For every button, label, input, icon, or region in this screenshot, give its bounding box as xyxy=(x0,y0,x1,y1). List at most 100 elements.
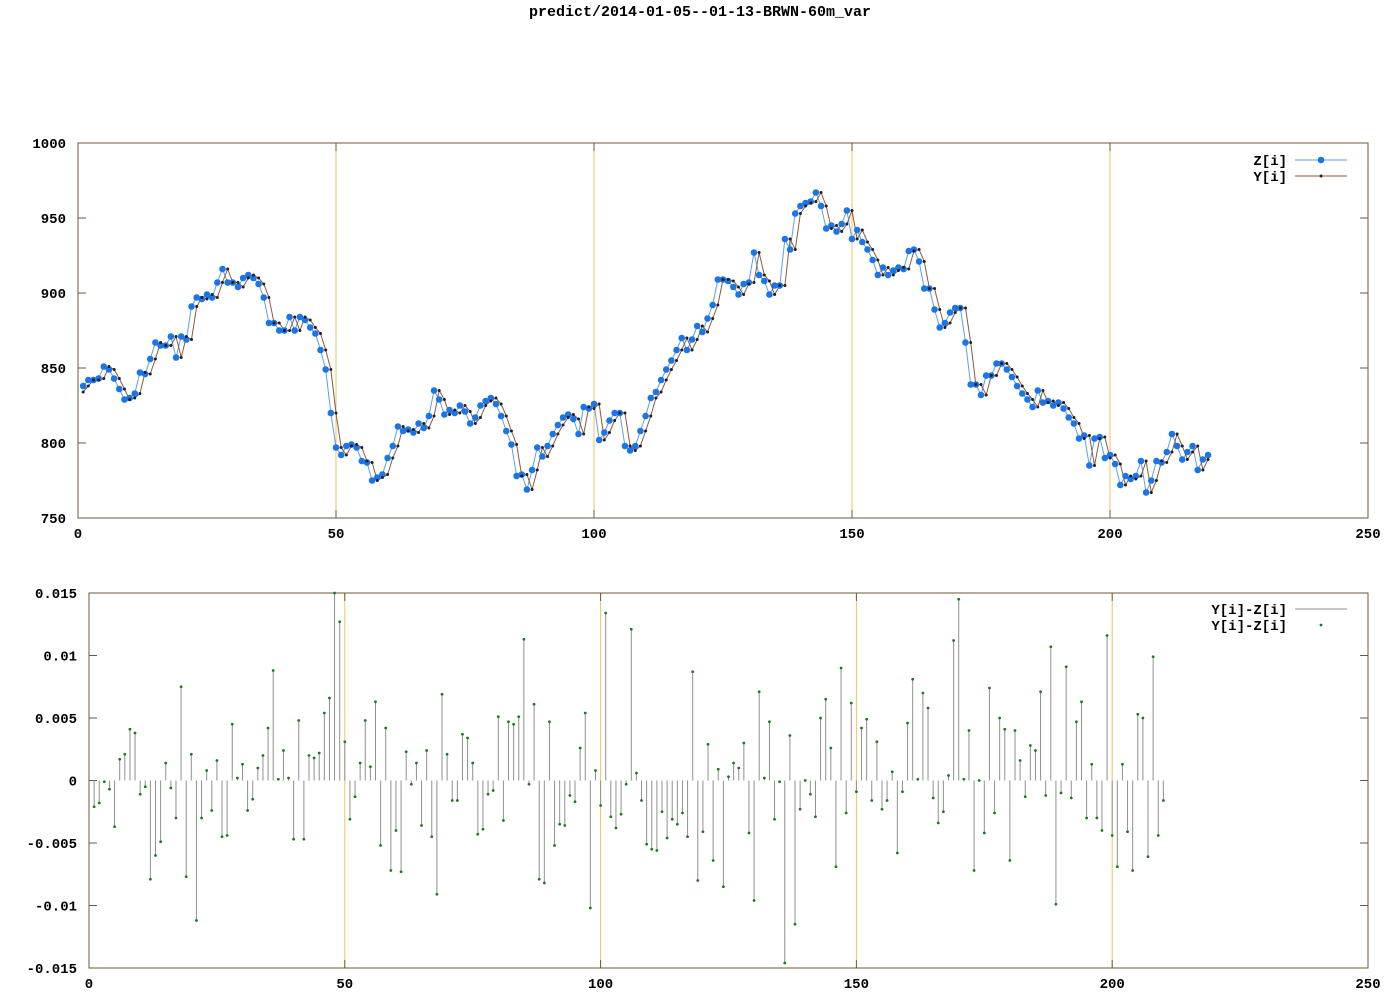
residual-point xyxy=(701,830,705,834)
y-point xyxy=(509,429,513,433)
y-point xyxy=(793,248,797,251)
y-point xyxy=(107,365,111,368)
residual-point xyxy=(210,809,214,812)
y-point xyxy=(303,315,307,319)
y-point xyxy=(473,422,477,425)
z-point xyxy=(1070,420,1078,427)
y-point xyxy=(262,282,266,286)
y-point xyxy=(334,411,338,415)
z-point xyxy=(497,412,505,420)
z-point xyxy=(415,420,422,427)
residual-point xyxy=(195,919,198,922)
residual-point xyxy=(1054,902,1058,906)
y-point xyxy=(1191,450,1195,454)
residual-chart: 0 50 100 150 200 250 -0.015 -0.01 -0.005 0 0.005 0.… xyxy=(27,587,1381,993)
residual-point xyxy=(824,697,828,701)
y-point xyxy=(277,321,281,325)
z-point xyxy=(1106,451,1114,459)
residual-point xyxy=(384,726,388,730)
z-point xyxy=(399,427,407,435)
residual-point xyxy=(189,752,193,756)
y-point xyxy=(236,281,240,284)
chart-title: predict/2014-01-05--01-13-BRWN-60m_var xyxy=(528,4,872,21)
residual-point xyxy=(890,770,894,774)
residual-point xyxy=(936,821,940,825)
residual-point xyxy=(895,851,899,855)
y-point xyxy=(747,282,751,286)
z-point xyxy=(177,333,185,340)
y-point xyxy=(1000,362,1004,365)
z-point xyxy=(343,442,350,450)
z-point xyxy=(1080,432,1088,439)
y-point xyxy=(288,329,292,332)
residual-point xyxy=(778,780,782,784)
y-point xyxy=(195,305,199,308)
x-tick-label: 200 xyxy=(1100,977,1125,993)
residual-point xyxy=(282,749,285,752)
y-point xyxy=(81,390,85,394)
y-point xyxy=(370,461,374,464)
y-point xyxy=(540,446,544,449)
z-point xyxy=(554,421,562,429)
z-point xyxy=(136,369,144,376)
y-point xyxy=(664,378,668,382)
residual-point xyxy=(834,865,838,869)
residual-point xyxy=(440,692,444,696)
y-point xyxy=(860,228,864,232)
y-point xyxy=(969,341,973,344)
z-point xyxy=(193,294,200,301)
z-point xyxy=(570,415,577,423)
residual-point xyxy=(952,639,956,642)
z-point xyxy=(389,442,397,450)
residual-point xyxy=(604,611,608,615)
z-point xyxy=(1044,397,1052,405)
residual-point xyxy=(481,827,485,831)
y-point xyxy=(613,419,617,422)
y-point xyxy=(1103,435,1107,439)
y-point xyxy=(912,249,916,253)
residual-point xyxy=(1156,834,1160,837)
z-point xyxy=(1178,456,1186,463)
z-point xyxy=(760,277,768,285)
residual-point xyxy=(1039,690,1042,694)
residual-point xyxy=(205,769,209,772)
z-point xyxy=(951,304,959,312)
y-point xyxy=(1180,444,1184,448)
residual-point xyxy=(588,906,592,910)
z-point xyxy=(1189,442,1196,450)
y-point xyxy=(680,348,684,352)
residual-point xyxy=(609,815,613,819)
residual-point xyxy=(747,831,751,835)
residual-point xyxy=(537,877,541,881)
y-point xyxy=(324,348,328,352)
series-line-y xyxy=(82,191,1209,495)
z-point xyxy=(750,249,758,256)
residual-point xyxy=(532,702,536,706)
y-point xyxy=(845,222,849,226)
z-point xyxy=(905,247,913,255)
y-point xyxy=(571,413,575,416)
z-point xyxy=(244,271,252,279)
z-point xyxy=(642,412,649,420)
y-point xyxy=(644,429,648,433)
residual-point xyxy=(215,759,219,762)
y-point xyxy=(881,273,885,277)
residual-point xyxy=(783,961,787,965)
y-point xyxy=(675,359,679,362)
y-point xyxy=(267,296,271,299)
residual-point xyxy=(988,686,991,690)
residual-point xyxy=(681,811,684,815)
residual-point xyxy=(773,817,776,821)
z-point xyxy=(410,429,417,436)
y-point xyxy=(1046,401,1050,404)
residual-point xyxy=(768,720,771,724)
x-tick-label: 250 xyxy=(1355,527,1380,543)
y-point xyxy=(133,396,137,400)
residual-point xyxy=(594,769,597,772)
y-point xyxy=(778,284,782,287)
z-point xyxy=(327,409,335,417)
z-point xyxy=(234,283,242,291)
z-point xyxy=(363,459,371,466)
z-point xyxy=(915,258,923,265)
residual-point xyxy=(389,869,393,872)
